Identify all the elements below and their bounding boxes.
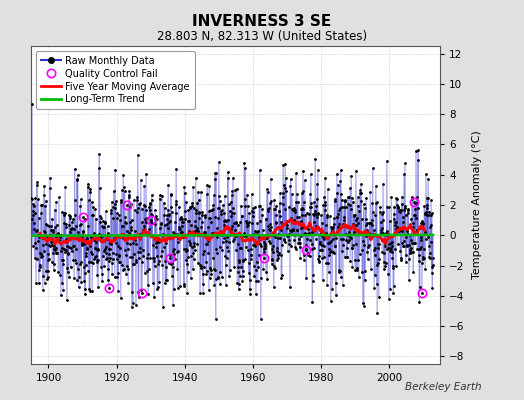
Text: 28.803 N, 82.313 W (United States): 28.803 N, 82.313 W (United States) xyxy=(157,30,367,43)
Text: Berkeley Earth: Berkeley Earth xyxy=(406,382,482,392)
Y-axis label: Temperature Anomaly (°C): Temperature Anomaly (°C) xyxy=(472,131,482,279)
Text: INVERNESS 3 SE: INVERNESS 3 SE xyxy=(192,14,332,29)
Legend: Raw Monthly Data, Quality Control Fail, Five Year Moving Average, Long-Term Tren: Raw Monthly Data, Quality Control Fail, … xyxy=(36,51,195,109)
